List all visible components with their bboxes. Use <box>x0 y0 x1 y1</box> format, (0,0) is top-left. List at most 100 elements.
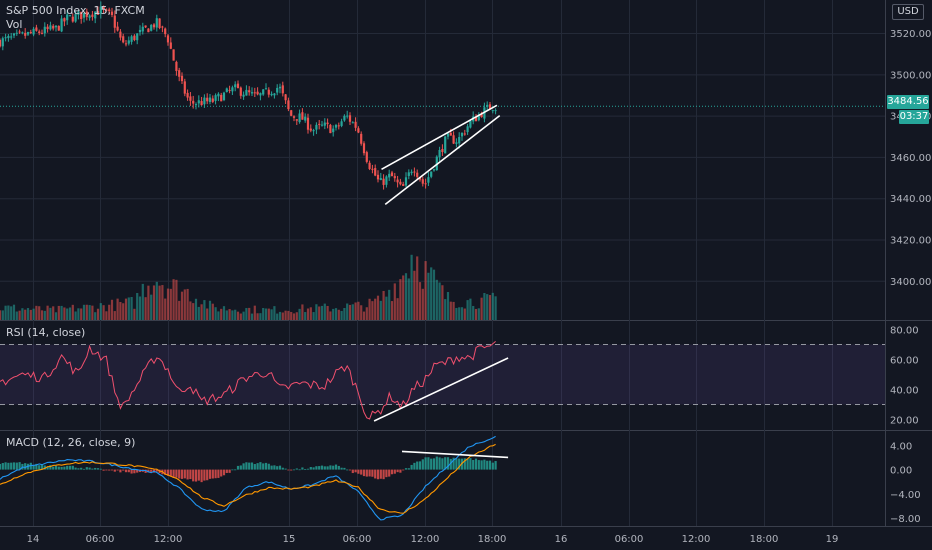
macd-histogram-bar <box>326 466 329 470</box>
candle-body <box>96 11 100 15</box>
volume-bar <box>273 306 276 320</box>
candle-body <box>88 15 91 18</box>
candle-body <box>407 172 410 176</box>
candle-body <box>379 178 382 181</box>
candle-body <box>413 171 416 173</box>
macd-histogram-bar <box>323 466 326 470</box>
volume-bar <box>18 310 21 320</box>
volume-bar <box>388 289 391 320</box>
volume-bar <box>206 308 209 320</box>
macd-histogram-bar <box>49 465 52 470</box>
candle-body <box>74 13 77 22</box>
macd-histogram-bar <box>203 469 206 481</box>
volume-bar <box>455 307 458 320</box>
rsi-trendline <box>373 357 509 422</box>
volume-bar <box>312 312 315 320</box>
volume-bar <box>203 300 206 320</box>
candle-body <box>200 101 203 106</box>
macd-histogram-bar <box>63 466 66 470</box>
volume-bar <box>343 307 346 320</box>
volume-bar <box>472 305 475 320</box>
macd-histogram-bar <box>74 467 77 470</box>
volume-bar <box>46 305 49 320</box>
macd-histogram-bar <box>301 467 304 470</box>
volume-bar <box>483 292 486 320</box>
volume-bar <box>287 310 290 320</box>
candle-body <box>340 121 343 126</box>
macd-histogram-bar <box>40 465 44 470</box>
candle-body <box>12 33 16 36</box>
volume-bar <box>346 303 349 320</box>
macd-histogram-bar <box>102 469 105 471</box>
volume-bar <box>144 297 147 320</box>
candle-body <box>52 25 55 29</box>
candle-body <box>144 25 147 28</box>
volume-bar <box>463 308 466 320</box>
macd-histogram-bar <box>206 469 209 481</box>
candle-body <box>178 70 181 77</box>
macd-histogram-bar <box>147 469 150 473</box>
macd-histogram-bar <box>57 466 60 470</box>
volume-bar <box>292 313 296 320</box>
volume-bar <box>217 311 220 320</box>
volume-bar <box>382 290 385 320</box>
volume-bar <box>77 308 80 320</box>
volume-bar <box>270 309 273 320</box>
candle-body <box>298 113 301 123</box>
macd-histogram-bar <box>264 462 268 470</box>
volume-bar <box>138 296 142 320</box>
volume-bar <box>486 294 489 320</box>
macd-histogram-bar <box>133 469 136 474</box>
candle-body <box>35 27 38 31</box>
macd-histogram-bar <box>402 469 405 471</box>
candle-body <box>136 33 139 41</box>
macd-histogram-bar <box>315 466 318 470</box>
volume-bar <box>43 310 46 320</box>
candle-body <box>326 122 329 125</box>
candle-body <box>446 133 450 137</box>
volume-bar <box>183 289 186 320</box>
volume-bar <box>38 306 41 320</box>
candle-body <box>7 35 10 39</box>
candle-body <box>141 26 144 32</box>
currency-button[interactable]: USD <box>892 4 924 20</box>
macd-histogram-bar <box>18 462 21 470</box>
price-tick-label: 3460.00 <box>890 153 931 164</box>
macd-histogram-bar <box>175 469 178 478</box>
rsi-tick-label: 80.00 <box>890 326 919 337</box>
candle-body <box>256 91 259 95</box>
time-tick-label: 12:00 <box>411 534 440 545</box>
candle-body <box>68 15 72 17</box>
time-tick-label: 14 <box>27 534 40 545</box>
candle-body <box>60 18 63 32</box>
volume-bar <box>161 285 164 320</box>
candle-body <box>376 174 380 180</box>
candle-body <box>189 96 192 101</box>
candle-body <box>43 26 46 34</box>
candle-body <box>164 28 167 35</box>
macd-histogram-bar <box>351 469 354 474</box>
volume-bar <box>298 308 301 320</box>
candle-body <box>15 32 18 34</box>
macd-histogram-bar <box>292 469 296 471</box>
volume-bar <box>301 304 304 320</box>
candle-body <box>222 92 226 101</box>
macd-histogram-bar <box>1 463 4 470</box>
macd-histogram <box>0 456 497 483</box>
volume-bar <box>290 311 293 320</box>
volume-bar <box>68 307 72 320</box>
candle-body <box>26 32 30 35</box>
candle-body <box>217 93 220 97</box>
macd-histogram-bar <box>466 458 469 470</box>
macd-histogram-bar <box>220 469 223 477</box>
macd-histogram-bar <box>446 457 450 470</box>
macd-histogram-bar <box>35 463 38 470</box>
time-tick-label: 06:00 <box>343 534 372 545</box>
volume-bar <box>365 307 368 320</box>
price-trendline <box>381 104 498 170</box>
volume-bar <box>141 283 144 320</box>
macd-histogram-bar <box>91 468 94 470</box>
volume-bar <box>323 303 326 320</box>
macd-histogram-bar <box>438 457 441 470</box>
